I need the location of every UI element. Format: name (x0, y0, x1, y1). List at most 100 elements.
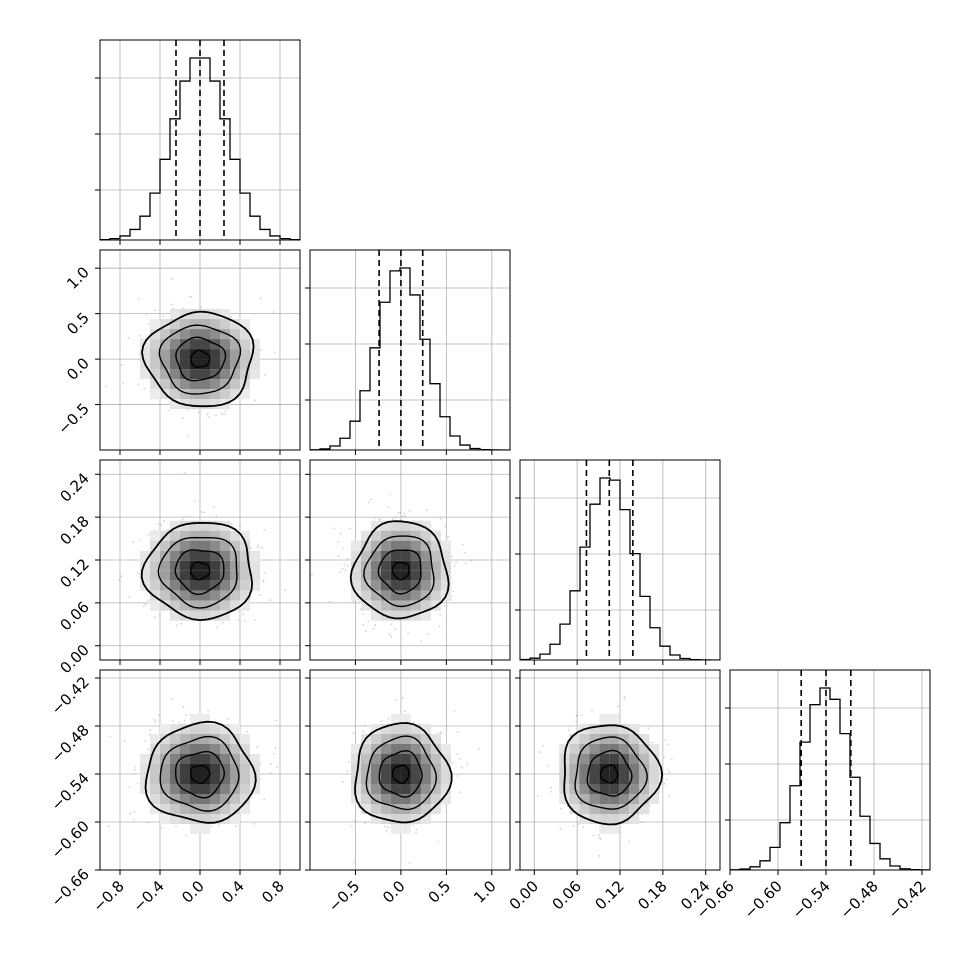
density-cell (170, 359, 180, 370)
panel-2-1 (305, 459, 511, 665)
density-cell (230, 530, 240, 541)
density-cell (380, 744, 391, 754)
density-cell (170, 339, 180, 350)
density-cell (210, 319, 220, 330)
sample-point (649, 805, 652, 807)
density-cell (220, 530, 230, 541)
sample-point (242, 613, 245, 616)
y-tick-label: −0.5 (54, 400, 92, 438)
density-cell (410, 804, 421, 814)
density-cell (370, 540, 381, 551)
density-cell (410, 560, 421, 571)
density-cell (180, 764, 190, 774)
density-cell (210, 734, 220, 744)
density-cell (390, 744, 401, 754)
sample-point (667, 743, 670, 746)
density-cell (200, 379, 210, 390)
density-cell (360, 570, 371, 581)
x-tick-label: 0.00 (506, 877, 542, 913)
density-cell (440, 744, 451, 754)
density-cell (220, 754, 230, 764)
sample-point (539, 751, 541, 754)
density-cell (649, 764, 660, 774)
density-cell (350, 540, 361, 551)
density-cell (190, 754, 200, 764)
sample-point (133, 811, 136, 814)
density-cell (390, 520, 401, 531)
density-cell (250, 580, 260, 591)
density-cell (200, 570, 210, 581)
density-cell (400, 794, 411, 804)
density-cell (579, 814, 590, 824)
density-cell (240, 774, 250, 784)
density-cell (190, 580, 200, 591)
density-cell (230, 329, 240, 340)
density-cell (150, 600, 160, 611)
sample-point (137, 298, 140, 300)
density-cell (350, 590, 361, 601)
density-cell (240, 359, 250, 370)
sample-point (160, 523, 162, 526)
sample-point (464, 552, 466, 554)
density-cell (170, 329, 180, 340)
density-cell (210, 329, 220, 340)
density-cell (390, 824, 401, 834)
sample-point (478, 748, 480, 751)
density-cell (170, 724, 180, 734)
density-cell (430, 784, 441, 794)
sample-point (183, 719, 186, 722)
sample-point (413, 721, 415, 723)
sample-point (460, 766, 463, 769)
y-tick-label: 0.24 (56, 469, 92, 505)
density-cell (370, 530, 381, 541)
density-cell (230, 600, 240, 611)
density-cell (170, 520, 180, 531)
density-cell (210, 774, 220, 784)
density-cell (180, 339, 190, 350)
contour-line (363, 535, 435, 608)
density-cell (250, 359, 260, 370)
sample-point (199, 306, 202, 308)
density-cell (370, 814, 381, 824)
density-cell (180, 814, 190, 824)
sample-point (451, 555, 454, 558)
y-tick-label: 0.12 (56, 555, 92, 591)
density-cell (170, 764, 180, 774)
panel-frame (309, 249, 511, 451)
density-cell (240, 339, 250, 350)
density-cell (430, 550, 441, 561)
panel-frame (309, 669, 511, 871)
density-cell (210, 794, 220, 804)
sample-point (118, 579, 120, 582)
contour-line (190, 765, 211, 785)
density-cell (410, 540, 421, 551)
density-cell (170, 570, 180, 581)
density-cell (390, 550, 401, 561)
density-cell (220, 359, 230, 370)
density-cell (599, 774, 610, 784)
density-cell (639, 744, 650, 754)
sample-point (668, 771, 671, 774)
density-cell (220, 540, 230, 551)
sample-point (147, 322, 150, 325)
density-cell (569, 764, 580, 774)
density-cell (440, 540, 451, 551)
density-cell (400, 774, 411, 784)
density-cell (170, 610, 180, 621)
sample-point (274, 351, 276, 354)
density-cell (350, 754, 361, 764)
sample-point (221, 621, 224, 624)
sample-point (628, 840, 630, 843)
density-cell (619, 784, 630, 794)
density-cell (150, 794, 160, 804)
density-cell (190, 520, 200, 531)
density-cell (400, 540, 411, 551)
sample-point (272, 752, 275, 755)
density-cell (649, 754, 660, 764)
sample-point (171, 719, 174, 722)
sample-point (193, 500, 196, 503)
density-cell (579, 804, 590, 814)
density-cell (190, 784, 200, 794)
density-cell (350, 570, 361, 581)
sample-point (391, 518, 394, 520)
